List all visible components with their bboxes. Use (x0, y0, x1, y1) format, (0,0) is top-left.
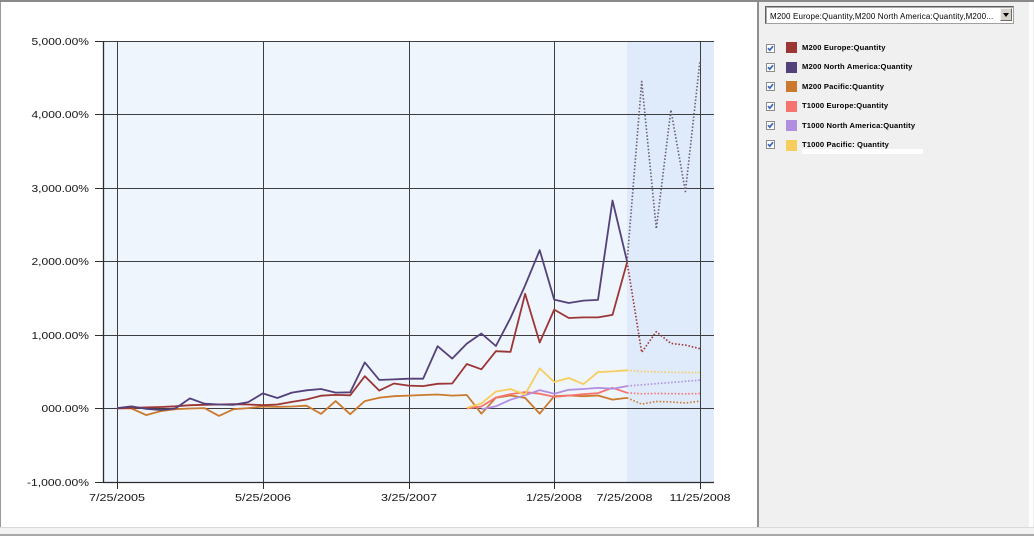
svg-text:4,000.00%: 4,000.00% (32, 110, 90, 121)
svg-text:7/25/2008: 7/25/2008 (597, 493, 653, 504)
svg-text:1,000.00%: 1,000.00% (32, 331, 90, 342)
svg-text:1/25/2008: 1/25/2008 (526, 493, 582, 504)
svg-text:5,000.00%: 5,000.00% (32, 37, 90, 48)
svg-text:000.00%: 000.00% (42, 404, 90, 415)
svg-text:7/25/2005: 7/25/2005 (89, 493, 145, 504)
svg-text:-1,000.00%: -1,000.00% (27, 478, 89, 489)
svg-text:3,000.00%: 3,000.00% (32, 184, 90, 195)
svg-text:3/25/2007: 3/25/2007 (381, 493, 437, 504)
svg-text:2,000.00%: 2,000.00% (32, 257, 90, 268)
svg-text:5/25/2006: 5/25/2006 (235, 493, 291, 504)
svg-text:11/25/2008: 11/25/2008 (670, 493, 731, 504)
